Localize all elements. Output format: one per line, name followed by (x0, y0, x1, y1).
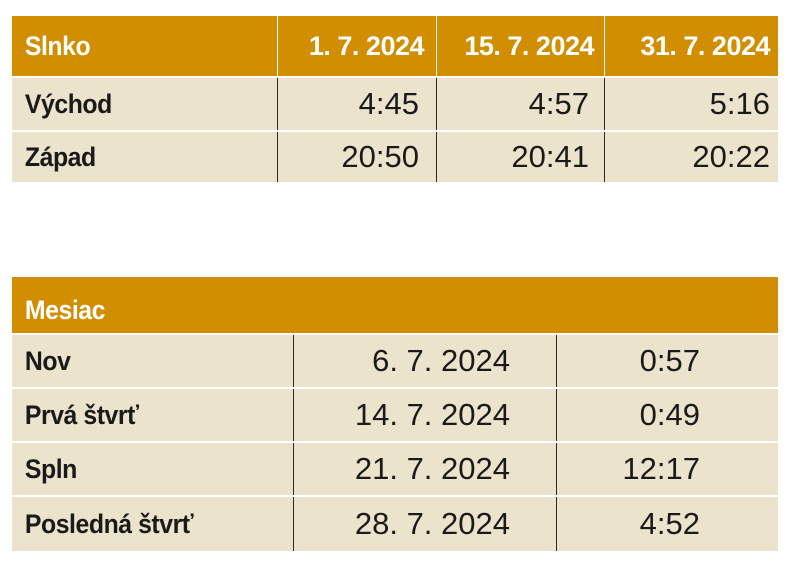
sunrise-value-1: 4:45 (277, 78, 436, 130)
sun-date-1: 1. 7. 2024 (277, 16, 436, 76)
sun-table: Slnko 1. 7. 2024 15. 7. 2024 31. 7. 2024… (12, 16, 778, 182)
sunrise-value-3: 5:16 (604, 78, 778, 130)
sun-row-sunrise: Východ 4:45 4:57 5:16 (12, 76, 778, 130)
moon-date-value: 21. 7. 2024 (293, 443, 556, 495)
moon-time-value: 0:57 (556, 335, 778, 387)
sun-row-label: Západ (24, 141, 96, 172)
moon-time-value: 4:52 (556, 497, 778, 551)
moon-row-label: Posledná štvrť (24, 508, 194, 539)
moon-time-value: 12:17 (556, 443, 778, 495)
sun-header-row: Slnko 1. 7. 2024 15. 7. 2024 31. 7. 2024 (12, 16, 778, 76)
moon-date-value: 28. 7. 2024 (293, 497, 556, 551)
moon-table: Mesiac Nov 6. 7. 2024 0:57 Prvá štvrť 14… (12, 277, 778, 551)
sunset-value-1: 20:50 (277, 132, 436, 182)
moon-row-label: Spln (24, 453, 77, 484)
moon-time-value: 0:49 (556, 389, 778, 441)
sunrise-value-2: 4:57 (436, 78, 604, 130)
sunset-value-2: 20:41 (436, 132, 604, 182)
sun-title: Slnko (24, 30, 91, 61)
sun-row-sunset: Západ 20:50 20:41 20:22 (12, 130, 778, 182)
moon-header-row: Mesiac (12, 277, 778, 333)
sunset-value-3: 20:22 (604, 132, 778, 182)
moon-row-full: Spln 21. 7. 2024 12:17 (12, 441, 778, 495)
sun-row-label: Východ (24, 88, 112, 119)
sun-date-2: 15. 7. 2024 (436, 16, 604, 76)
moon-row-first-quarter: Prvá štvrť 14. 7. 2024 0:49 (12, 387, 778, 441)
moon-row-label: Prvá štvrť (24, 399, 139, 430)
moon-row-last-quarter: Posledná štvrť 28. 7. 2024 4:52 (12, 495, 778, 551)
moon-row-new: Nov 6. 7. 2024 0:57 (12, 333, 778, 387)
moon-title: Mesiac (24, 294, 106, 325)
moon-date-value: 14. 7. 2024 (293, 389, 556, 441)
moon-row-label: Nov (24, 345, 71, 376)
sun-date-3: 31. 7. 2024 (604, 16, 778, 76)
moon-date-value: 6. 7. 2024 (293, 335, 556, 387)
